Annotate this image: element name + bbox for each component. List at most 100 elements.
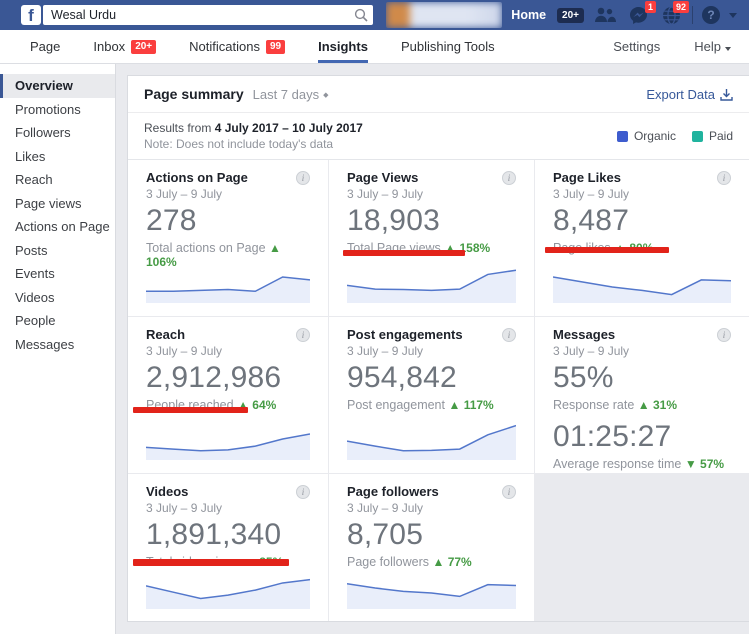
notifications-count-badge: 99 [265, 39, 286, 54]
help-caret-icon [725, 47, 731, 51]
card-value: 954,842 [347, 361, 457, 394]
card-title: Actions on Page [146, 170, 248, 185]
card-date-range: 3 July – 9 July [347, 187, 424, 201]
notifications-globe-icon[interactable]: 92 [659, 1, 689, 26]
sidebar-item-promotions[interactable]: Promotions [15, 101, 81, 117]
nav-tab-publishing-tools[interactable]: Publishing Tools [401, 30, 495, 63]
legend-item-paid: Paid [691, 129, 733, 143]
nav-tab-page[interactable]: Page [30, 30, 60, 63]
info-icon[interactable]: i [296, 170, 310, 185]
legend-item-organic: Organic [616, 129, 676, 143]
info-icon[interactable]: i [296, 484, 310, 499]
help-label: Help [694, 39, 721, 54]
sidebar-item-events[interactable]: Events [15, 266, 55, 281]
card-date-range: 3 July – 9 July [146, 501, 223, 515]
metrics-grid: Actions on Page i 3 July – 9 July 278 Tot… [128, 159, 749, 621]
card-title: Page Likes [553, 170, 621, 185]
empty-grid-cell [535, 474, 749, 621]
card-label: Total actions on Page ▲ 106% [146, 241, 310, 269]
account-menu-caret-icon[interactable] [729, 12, 737, 18]
sparkline-chart [146, 261, 310, 303]
help-menu[interactable]: Help [694, 39, 731, 54]
red-underline-annotation [133, 407, 248, 413]
card-label-text: Post engagement [347, 398, 445, 412]
organic-swatch [616, 130, 628, 142]
info-icon[interactable]: i [502, 484, 516, 499]
date-range-label: Last 7 days [252, 86, 320, 102]
search-input[interactable] [43, 5, 373, 25]
card-label-text: Total actions on Page [146, 241, 266, 255]
topbar-divider [692, 6, 693, 24]
nav-tab-notifications[interactable]: Notifications 99 [189, 30, 286, 63]
card-label-text: Page followers [347, 555, 429, 569]
paid-swatch [691, 130, 703, 142]
card-date-range: 3 July – 9 July [553, 187, 630, 201]
info-icon[interactable]: i [502, 170, 516, 185]
card-value: 278 [146, 204, 197, 237]
info-icon[interactable]: i [717, 327, 731, 342]
friend-requests-icon[interactable] [593, 4, 617, 26]
card-value: 18,903 [347, 204, 440, 237]
trend-delta: ▲ 106% [146, 241, 281, 269]
quick-help-icon[interactable]: ? [702, 6, 720, 24]
nav-tab-label: Insights [318, 39, 368, 54]
search-icon[interactable] [354, 8, 368, 22]
card-reach: Reach i 3 July – 9 July 2,912,986 People … [128, 317, 328, 473]
legend: Organic Paid [616, 129, 733, 143]
info-icon[interactable]: i [502, 327, 516, 342]
card-title: Messages [553, 327, 616, 342]
insights-sidebar: Overview Promotions Followers Likes Reac… [0, 64, 116, 634]
notifications-badge: 92 [672, 1, 689, 13]
card-date-range: 3 July – 9 July [146, 187, 223, 201]
card-label: Average response time ▼ 57% [553, 457, 731, 471]
card-label-text: Response rate [553, 398, 635, 412]
sidebar-item-followers[interactable]: Followers [15, 125, 71, 140]
sidebar-item-videos[interactable]: Videos [15, 289, 55, 305]
sparkline-chart [347, 567, 516, 609]
results-note: Note: Does not include today's data [144, 137, 334, 151]
card-value: 8,705 [347, 518, 424, 551]
sparkline-chart [146, 418, 310, 460]
sidebar-item-messages[interactable]: Messages [15, 336, 75, 352]
card-title: Videos [146, 484, 189, 499]
info-icon[interactable]: i [296, 327, 310, 342]
settings-link[interactable]: Settings [613, 39, 661, 54]
inbox-badge: 20+ [131, 39, 157, 54]
messenger-badge: 1 [644, 1, 656, 13]
card-page-views: Page Views i 3 July – 9 July 18,903 Total… [329, 160, 534, 316]
nav-tab-label: Publishing Tools [400, 39, 495, 54]
nav-tab-inbox[interactable]: Inbox 20+ [93, 30, 157, 63]
card-actions-on-page: Actions on Page i 3 July – 9 July 278 Tot… [128, 160, 328, 316]
sidebar-item-people[interactable]: People [15, 313, 56, 328]
page-summary-header: Page summary Last 7 days ◆ Export Data [128, 76, 749, 113]
sidebar-item-reach[interactable]: Reach [15, 172, 53, 187]
export-data-button[interactable]: Export Data [646, 87, 733, 102]
legend-label: Paid [708, 129, 733, 143]
range-caret-icon: ◆ [323, 91, 329, 99]
messenger-icon[interactable]: 1 [626, 1, 656, 26]
sidebar-item-actions-on-page[interactable]: Actions on Page [15, 219, 110, 234]
sidebar-item-posts[interactable]: Posts [15, 242, 48, 258]
card-value: 8,487 [553, 204, 630, 237]
page-summary-panel: Page summary Last 7 days ◆ Export Data Re… [127, 75, 749, 622]
nav-tab-label: Notifications [189, 39, 260, 54]
sparkline-chart [347, 261, 516, 303]
nav-tab-label: Page [30, 39, 61, 54]
profile-name-blurred[interactable] [386, 2, 503, 28]
sparkline-chart [553, 261, 731, 303]
sidebar-item-page-views[interactable]: Page views [15, 195, 82, 211]
sidebar-item-likes[interactable]: Likes [15, 148, 46, 164]
date-range-selector[interactable]: Last 7 days ◆ [253, 87, 329, 102]
card-title: Page Views [347, 170, 419, 185]
nav-tab-insights[interactable]: Insights [318, 30, 368, 63]
facebook-logo[interactable]: f [21, 5, 41, 25]
sidebar-item-overview[interactable]: Overview [0, 74, 115, 98]
card-title: Reach [146, 327, 186, 342]
red-underline-annotation [133, 559, 289, 566]
page-summary-title: Page summary [144, 86, 244, 102]
info-icon[interactable]: i [717, 170, 731, 185]
home-link[interactable]: Home [511, 8, 547, 22]
red-underline-annotation [343, 250, 465, 256]
export-icon [720, 88, 733, 101]
